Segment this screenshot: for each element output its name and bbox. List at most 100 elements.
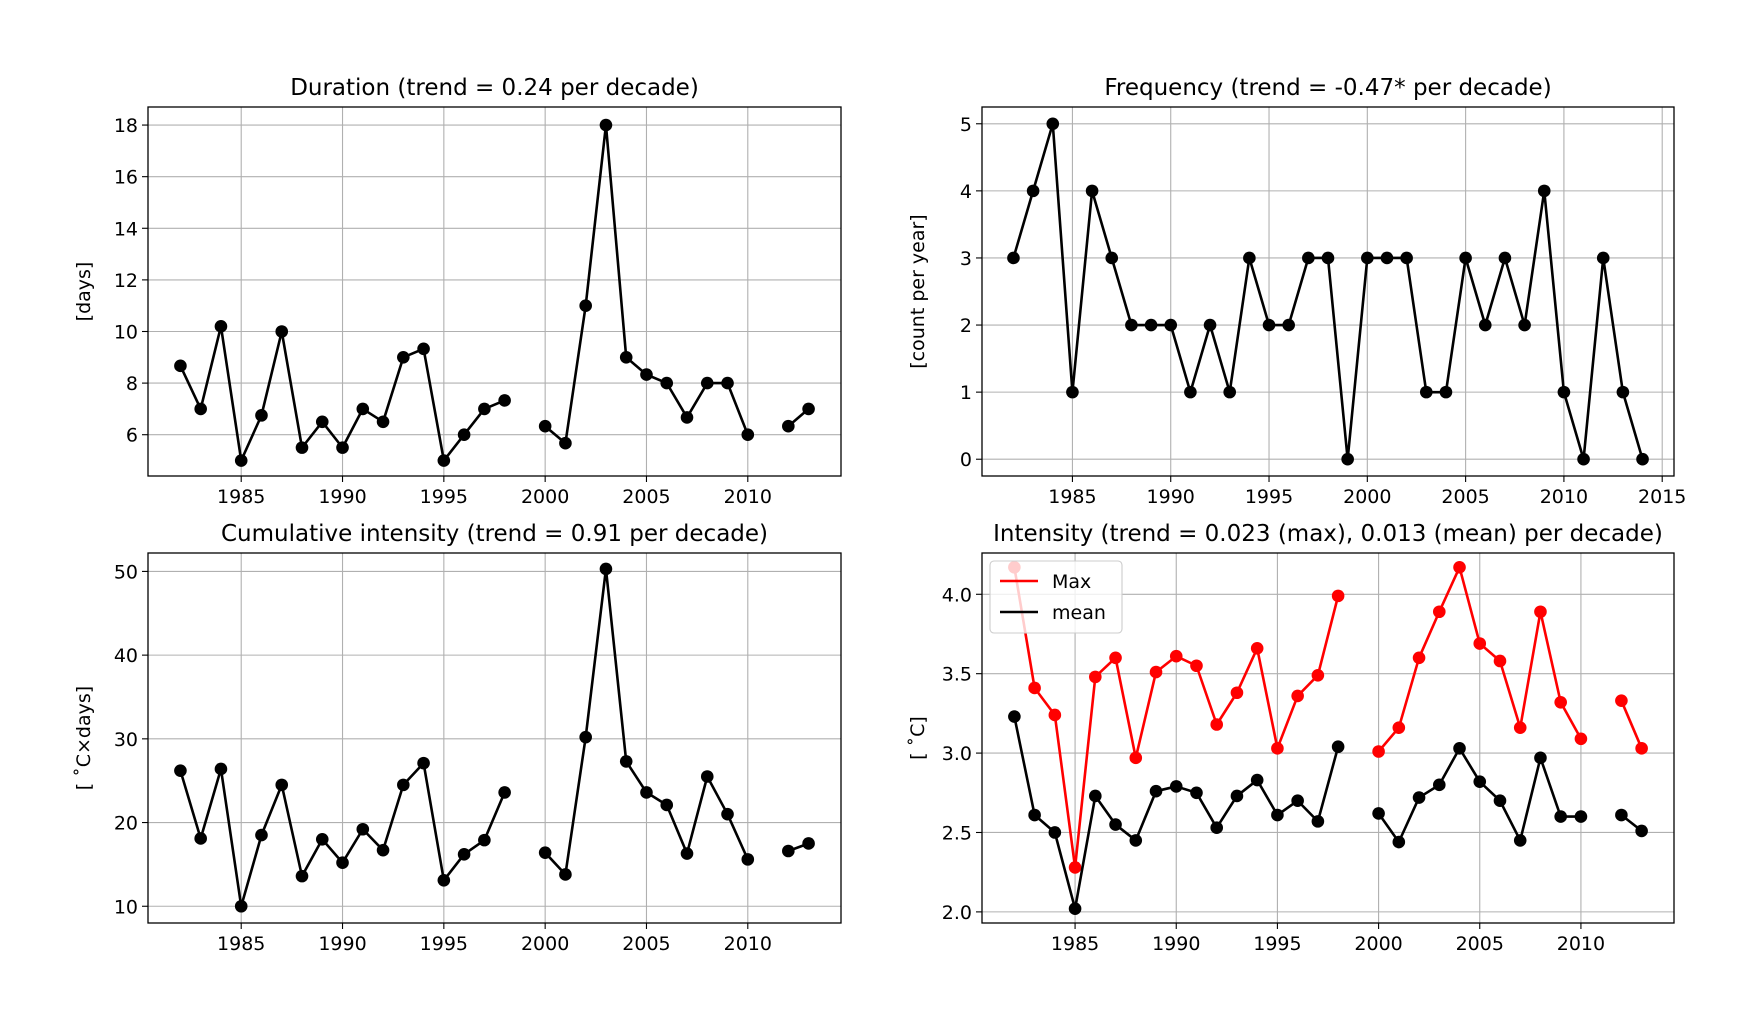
data-point: [1615, 694, 1628, 707]
data-point: [1493, 654, 1507, 668]
x-tick-label: 1985: [217, 933, 265, 955]
data-point: [275, 778, 289, 792]
x-tick-label: 2010: [724, 486, 772, 508]
data-point: [559, 436, 572, 450]
data-point: [1596, 251, 1610, 265]
data-point: [1149, 784, 1163, 798]
x-tick-label: 2010: [1557, 933, 1605, 955]
x-tick-label: 2010: [1540, 486, 1588, 508]
data-point: [1089, 670, 1102, 684]
panel-title: Frequency (trend = -0.47* per decade): [1104, 75, 1551, 101]
data-point: [1028, 808, 1041, 822]
x-tick-label: 1995: [420, 933, 468, 955]
data-point: [478, 402, 491, 416]
data-point: [619, 351, 633, 364]
data-point: [1432, 778, 1446, 792]
x-tick-label: 2015: [1638, 486, 1686, 508]
data-point: [782, 844, 795, 858]
data-point: [1615, 808, 1628, 822]
data-point: [1498, 251, 1512, 265]
data-point: [1412, 791, 1426, 804]
y-tick-label: 4: [960, 181, 972, 203]
data-point: [680, 847, 694, 860]
data-point: [1372, 745, 1385, 758]
y-tick-label: 50: [114, 561, 138, 583]
data-point: [1169, 780, 1183, 793]
data-point: [1243, 251, 1256, 265]
data-point: [1230, 789, 1244, 803]
data-point: [1331, 589, 1345, 603]
data-point: [1169, 649, 1183, 663]
data-point: [1271, 742, 1284, 755]
x-tick-label: 2000: [521, 486, 569, 508]
data-point: [1291, 689, 1304, 703]
data-point: [1473, 775, 1487, 788]
y-tick-label: 0: [960, 449, 972, 471]
data-point: [1109, 818, 1122, 831]
data-point: [1534, 751, 1547, 765]
data-point: [1380, 251, 1394, 265]
data-point: [1636, 452, 1649, 466]
x-tick-label: 2005: [1456, 933, 1504, 955]
data-point: [194, 402, 207, 416]
data-point: [295, 441, 309, 454]
y-tick-label: 3.0: [942, 743, 972, 765]
data-point: [478, 833, 491, 847]
axes-frame: [981, 106, 1675, 477]
x-tick-label: 1985: [217, 486, 265, 508]
data-point: [457, 848, 471, 861]
data-point: [1432, 605, 1446, 619]
data-point: [275, 325, 289, 338]
y-tick-label: 10: [114, 896, 138, 918]
data-point: [1554, 810, 1567, 823]
data-point: [1361, 251, 1374, 265]
data-point: [1026, 184, 1040, 198]
data-point: [741, 428, 755, 442]
data-point: [680, 411, 694, 424]
x-tick-label: 1990: [318, 486, 366, 508]
data-point: [1372, 807, 1385, 820]
data-point: [1554, 695, 1567, 709]
y-tick-label: 2.5: [942, 822, 972, 844]
data-point: [295, 869, 309, 883]
panel-title: Intensity (trend = 0.023 (max), 0.013 (m…: [993, 521, 1663, 547]
data-point: [619, 755, 633, 768]
data-point: [1250, 641, 1264, 655]
data-point: [1341, 452, 1354, 466]
data-point: [1537, 184, 1551, 198]
chart-panel-3: 1985 1990 1995 2000 2005 20101020304050Cumula…: [73, 521, 842, 955]
data-point: [538, 846, 552, 859]
legend: Max mean: [989, 560, 1123, 634]
x-tick-label: 1990: [1152, 933, 1200, 955]
y-tick-label: 20: [114, 813, 138, 835]
data-point: [721, 376, 734, 390]
y-tick-label: 3: [960, 248, 972, 270]
data-point: [1262, 318, 1276, 332]
y-tick-label: 16: [114, 167, 138, 189]
data-point: [1164, 318, 1178, 332]
data-point: [315, 832, 329, 846]
data-point: [1453, 560, 1466, 574]
data-point: [1125, 318, 1138, 332]
data-point: [417, 756, 430, 770]
data-point: [1068, 861, 1082, 874]
y-tick-label: 8: [126, 373, 138, 395]
data-point: [1459, 251, 1472, 265]
y-tick-label: 2: [960, 315, 972, 337]
legend-box: [989, 560, 1123, 634]
data-point: [1534, 605, 1547, 619]
x-tick-label: 2000: [521, 933, 569, 955]
x-tick-label: 1995: [420, 486, 468, 508]
data-point: [1282, 318, 1295, 332]
data-point: [559, 868, 572, 881]
data-point: [437, 874, 451, 887]
data-point: [1184, 385, 1197, 399]
data-point: [1046, 117, 1060, 131]
data-point: [1478, 318, 1492, 332]
x-tick-label: 1990: [318, 933, 366, 955]
data-point: [1230, 686, 1244, 700]
data-point: [1400, 251, 1413, 265]
data-point: [1635, 824, 1648, 838]
chart-panel-2: 1985 1990 1995 2000 2005 2010 2015 0 1 2 3 4 5 Freque…: [907, 75, 1686, 508]
data-point: [174, 359, 187, 373]
